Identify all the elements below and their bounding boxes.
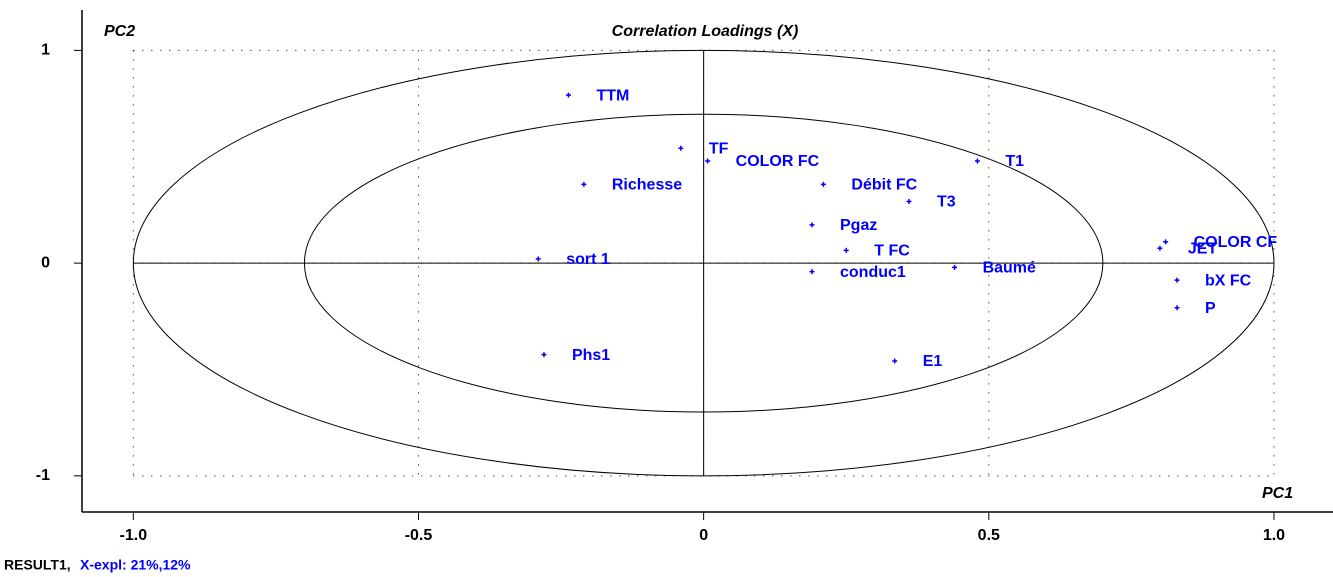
- point-label: T FC: [874, 243, 910, 260]
- point: [541, 352, 547, 358]
- point-label: conduc1: [840, 264, 906, 281]
- point-label: TTM: [596, 87, 629, 104]
- point-label: Débit FC: [851, 177, 917, 194]
- point-label: Richesse: [612, 177, 682, 194]
- point: [892, 358, 898, 364]
- point-label: COLOR CF: [1194, 234, 1278, 251]
- point: [1163, 239, 1169, 245]
- point-label: P: [1205, 300, 1216, 317]
- footer-explained: X-expl: 21%,12%: [80, 557, 191, 573]
- y-tick-label: -1: [36, 467, 50, 484]
- x-tick-label: 0: [699, 527, 708, 544]
- point-label: T3: [937, 194, 956, 211]
- point-label: Pgaz: [840, 217, 877, 234]
- point-label: Phs1: [572, 347, 610, 364]
- point: [906, 198, 912, 204]
- point-label: T1: [1005, 153, 1024, 170]
- point: [678, 145, 684, 151]
- point: [843, 247, 849, 253]
- point-label: JET: [1188, 240, 1218, 257]
- point: [1157, 245, 1163, 251]
- point-label: bX FC: [1205, 272, 1252, 289]
- point: [1174, 305, 1180, 311]
- point-label: Baumé: [983, 260, 1036, 277]
- point: [809, 222, 815, 228]
- y-tick-label: 0: [41, 254, 50, 271]
- x-tick-label: -1.0: [120, 527, 148, 544]
- footer-name: RESULT1,: [4, 557, 71, 573]
- point-label: sort 1: [566, 251, 610, 268]
- point: [820, 181, 826, 187]
- point-label: COLOR FC: [736, 153, 820, 170]
- point: [565, 92, 571, 98]
- x-tick-label: -0.5: [405, 527, 433, 544]
- x-axis-label: PC1: [1262, 485, 1293, 502]
- point: [952, 264, 958, 270]
- point: [974, 158, 980, 164]
- point: [809, 269, 815, 275]
- point-label: E1: [923, 353, 943, 370]
- y-axis-label: PC2: [104, 23, 135, 40]
- point: [581, 181, 587, 187]
- point: [535, 256, 541, 262]
- x-tick-label: 1.0: [1263, 527, 1285, 544]
- point-label: TF: [709, 140, 729, 157]
- point: [1174, 277, 1180, 283]
- point: [705, 158, 711, 164]
- y-tick-label: 1: [41, 42, 50, 59]
- chart-title: Correlation Loadings (X): [612, 23, 799, 40]
- x-tick-label: 0.5: [978, 527, 1000, 544]
